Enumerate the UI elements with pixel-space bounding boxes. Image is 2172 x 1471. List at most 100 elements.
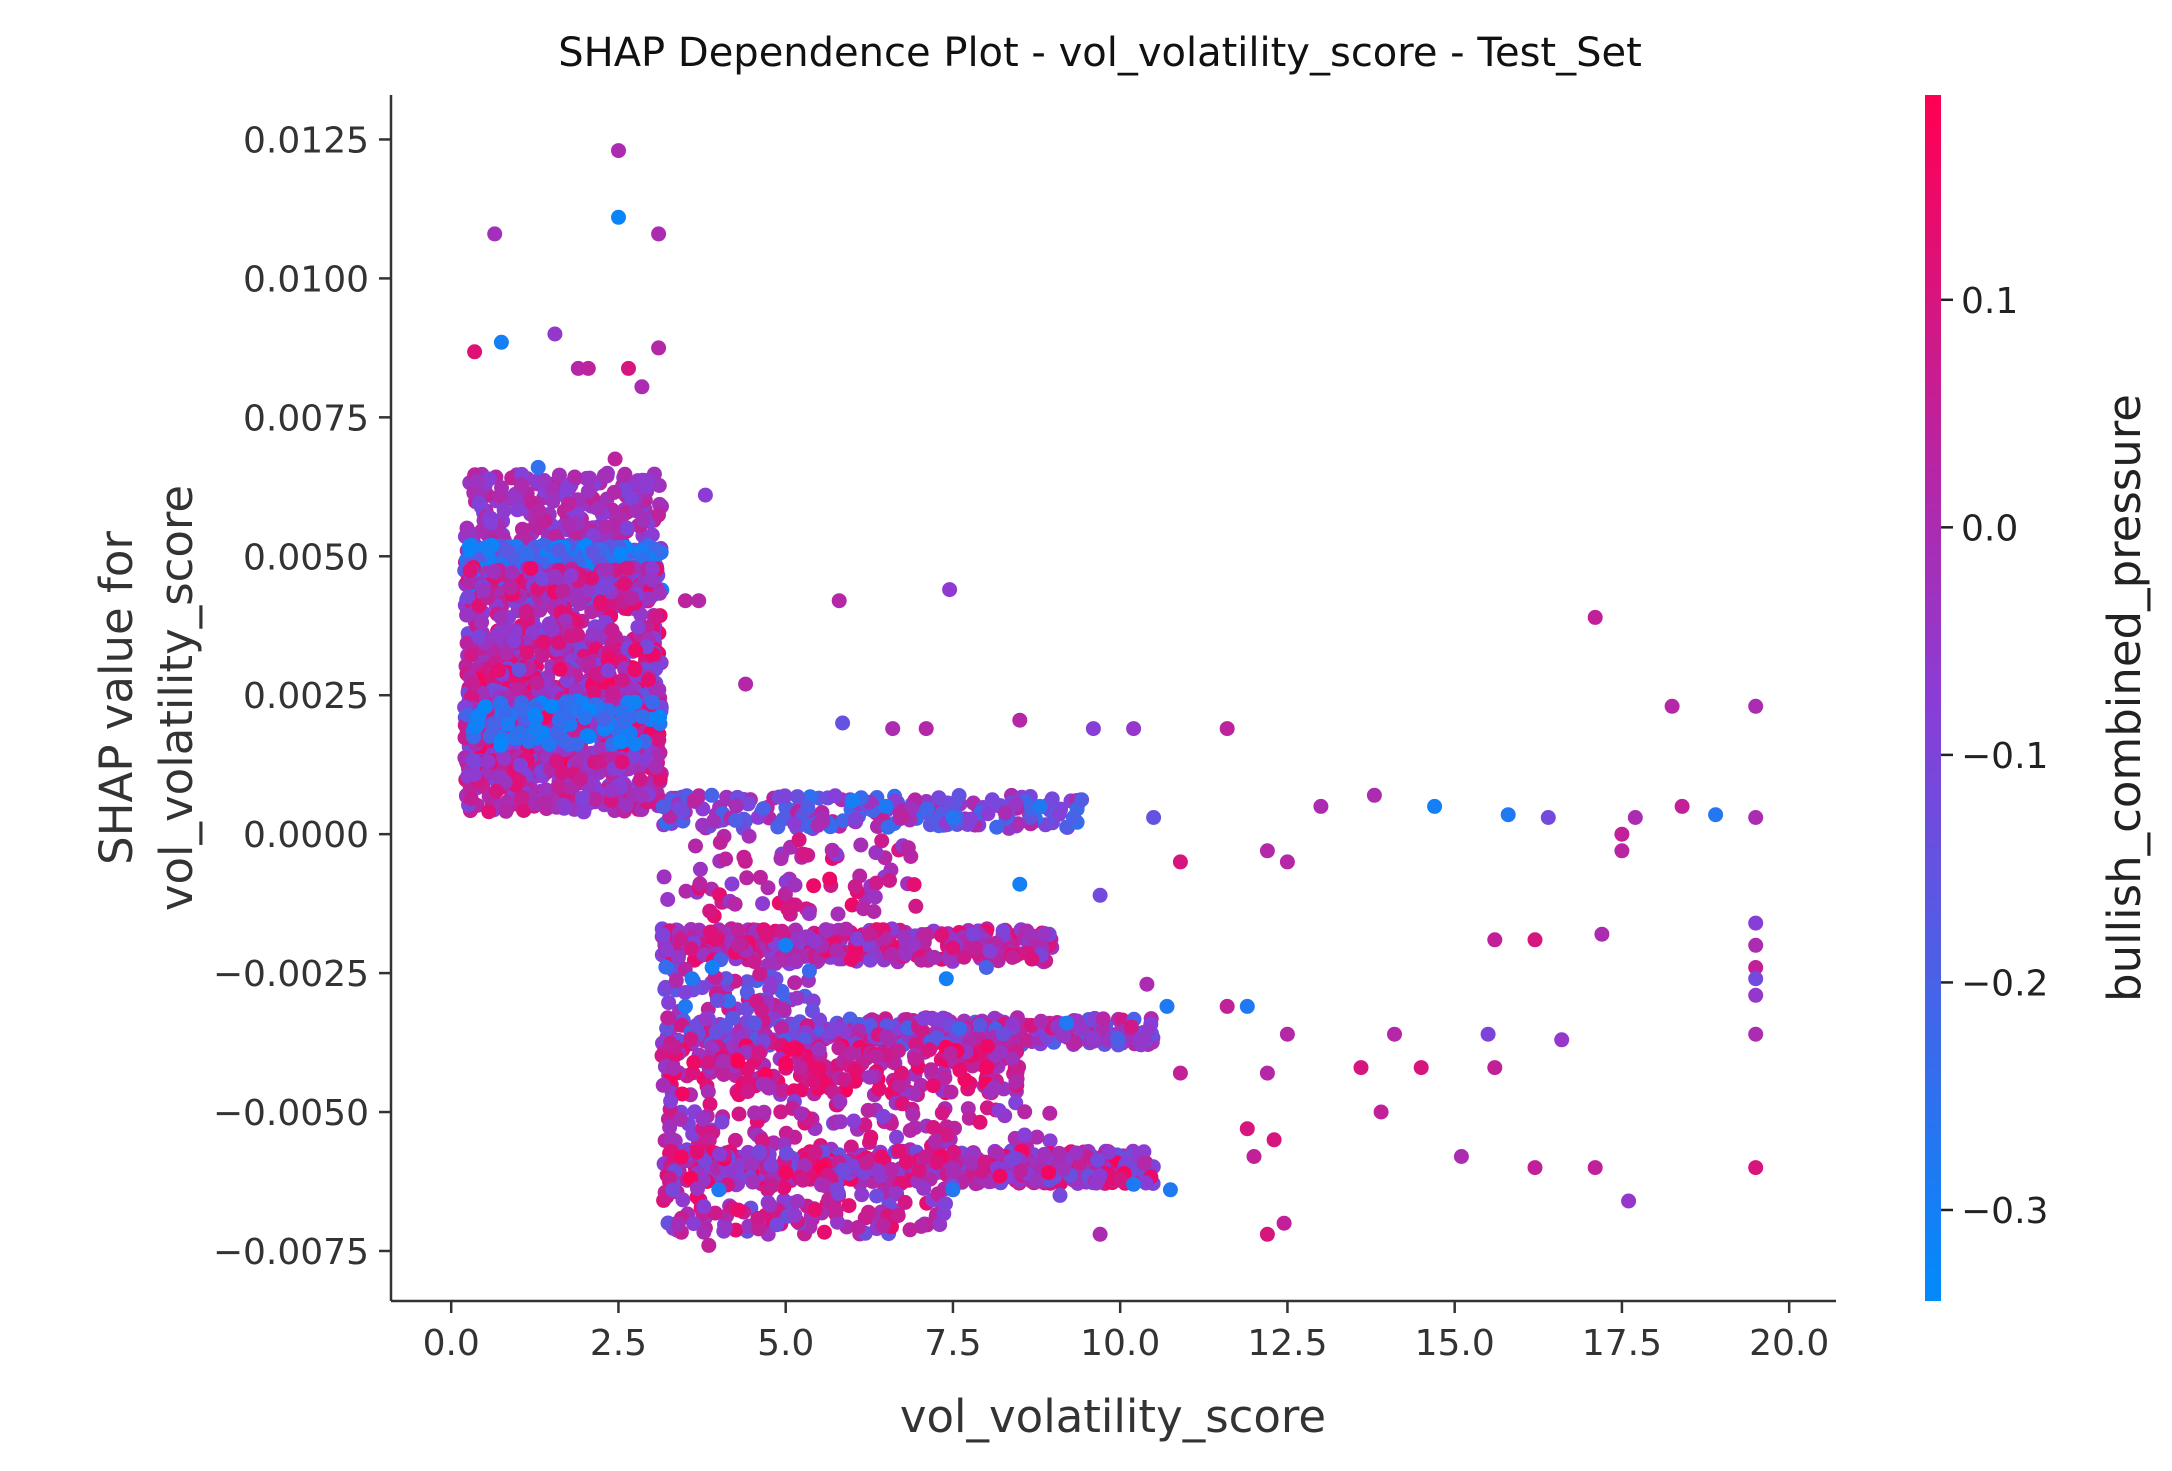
scatter-point: [1614, 826, 1630, 842]
scatter-point: [481, 471, 497, 487]
scatter-point: [777, 788, 793, 804]
scatter-point: [793, 1106, 809, 1122]
scatter-point: [618, 797, 634, 813]
y-axis-ticks: −0.0075 −0.0050 −0.0025 0.0000 0.0025 0.0050 0…: [213, 120, 391, 1273]
scatter-point: [790, 1194, 805, 1209]
scatter-point: [493, 610, 509, 625]
scatter-point: [1110, 1031, 1126, 1047]
scatter-point: [751, 1046, 767, 1062]
scatter-point: [774, 923, 790, 939]
scatter-point: [1748, 810, 1764, 825]
scatter-point: [880, 819, 896, 835]
colorbar-ticks: 0.1 0.0 −0.1 −0.2 −0.3: [1941, 281, 2048, 1232]
scatter-point: [763, 976, 779, 992]
scatter-point: [979, 1038, 995, 1054]
scatter-point: [822, 871, 838, 887]
scatter-point: [945, 1182, 961, 1198]
scatter-point: [535, 571, 550, 587]
scatter-point: [787, 877, 803, 893]
scatter-point: [979, 1059, 995, 1075]
scatter-point: [787, 1207, 803, 1223]
scatter-point: [943, 1084, 959, 1100]
scatter-point: [894, 808, 910, 824]
x-tick-label: 20.0: [1749, 1323, 1829, 1364]
scatter-point: [989, 1145, 1005, 1161]
scatter-point: [651, 340, 667, 356]
x-tick-label: 7.5: [924, 1323, 981, 1364]
scatter-point: [686, 1054, 702, 1070]
scatter-point: [563, 568, 579, 583]
scatter-point: [1480, 1026, 1496, 1042]
scatter-point: [715, 1053, 731, 1069]
scatter-point: [926, 949, 942, 965]
scatter-point: [902, 1222, 918, 1238]
scatter-point: [695, 1111, 711, 1127]
scatter-point: [1059, 1015, 1075, 1031]
scatter-point: [545, 493, 561, 509]
scatter-point: [844, 897, 860, 913]
scatter-point: [1527, 932, 1543, 948]
scatter-point: [652, 771, 668, 787]
scatter-point: [674, 1086, 690, 1102]
scatter-point: [619, 520, 635, 536]
scatter-point: [663, 1093, 679, 1109]
scatter-point: [1123, 1019, 1139, 1035]
scatter-point: [462, 543, 478, 559]
scatter-point: [745, 1174, 761, 1190]
scatter-point: [739, 974, 755, 990]
scatter-point: [593, 594, 608, 610]
scatter-point: [496, 750, 512, 766]
scatter-point: [659, 942, 675, 958]
scatter-point: [471, 496, 487, 511]
x-tick-label: 17.5: [1582, 1323, 1662, 1364]
scatter-point: [652, 585, 668, 601]
scatter-point: [787, 1129, 803, 1145]
scatter-point: [1085, 721, 1101, 737]
scatter-point: [1664, 698, 1680, 714]
scatter-point: [588, 791, 603, 807]
scatter-point: [1017, 1104, 1033, 1120]
scatter-point: [979, 1100, 995, 1116]
scatter-point: [1748, 1026, 1764, 1042]
scatter-point: [655, 1077, 671, 1093]
scatter-point: [611, 143, 626, 159]
scatter-point: [621, 360, 636, 376]
scatter-point: [556, 797, 572, 813]
scatter-point: [922, 1042, 938, 1058]
scatter-point: [511, 662, 527, 678]
scatter-point: [867, 889, 883, 905]
scatter-point: [752, 966, 768, 982]
scatter-point: [530, 459, 546, 475]
scatter-point: [843, 1139, 859, 1155]
scatter-point: [1748, 971, 1764, 987]
scatter-point: [612, 734, 628, 750]
scatter-point: [519, 644, 535, 660]
x-tick-label: 10.0: [1080, 1323, 1160, 1364]
scatter-point: [972, 1017, 988, 1033]
scatter-point: [1387, 1026, 1402, 1042]
scatter-point: [925, 1120, 941, 1135]
scatter-point: [986, 1080, 1002, 1096]
scatter-point: [1017, 1127, 1033, 1143]
scatter-point: [1587, 609, 1603, 625]
scatter-point: [544, 622, 560, 637]
scatter-point: [667, 1039, 683, 1055]
scatter-point: [869, 1188, 885, 1204]
scatter-point: [807, 1144, 823, 1160]
scatter-point: [586, 684, 602, 700]
scatter-point: [778, 937, 794, 953]
scatter-point: [774, 1020, 790, 1036]
scatter-point: [528, 720, 544, 736]
scatter-point: [672, 800, 687, 816]
scatter-point: [875, 1108, 891, 1124]
scatter-point: [510, 682, 525, 698]
scatter-point: [547, 569, 563, 584]
scatter-point: [475, 582, 491, 598]
scatter-point: [491, 663, 506, 678]
scatter-point: [1138, 1175, 1154, 1191]
scatter-point: [582, 470, 598, 486]
scatter-point: [673, 1149, 689, 1165]
scatter-point: [854, 1187, 870, 1203]
scatter-point: [673, 1111, 688, 1127]
scatter-point: [770, 819, 786, 835]
